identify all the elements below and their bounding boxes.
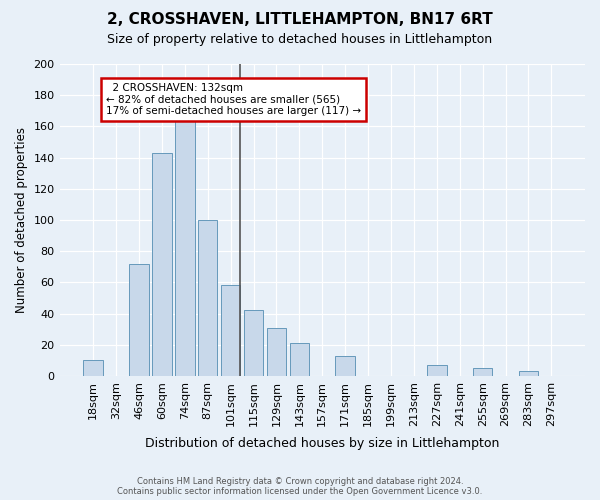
Text: Size of property relative to detached houses in Littlehampton: Size of property relative to detached ho… xyxy=(107,32,493,46)
Bar xyxy=(175,114,194,376)
Bar xyxy=(83,360,103,376)
Bar xyxy=(290,343,309,376)
Text: Contains HM Land Registry data © Crown copyright and database right 2024.: Contains HM Land Registry data © Crown c… xyxy=(137,477,463,486)
Bar xyxy=(198,220,217,376)
Bar xyxy=(244,310,263,376)
Text: 2, CROSSHAVEN, LITTLEHAMPTON, BN17 6RT: 2, CROSSHAVEN, LITTLEHAMPTON, BN17 6RT xyxy=(107,12,493,28)
Bar xyxy=(129,264,149,376)
Text: Contains public sector information licensed under the Open Government Licence v3: Contains public sector information licen… xyxy=(118,487,482,496)
Text: 2 CROSSHAVEN: 132sqm
← 82% of detached houses are smaller (565)
17% of semi-deta: 2 CROSSHAVEN: 132sqm ← 82% of detached h… xyxy=(106,82,361,116)
Bar xyxy=(267,328,286,376)
Bar xyxy=(221,286,241,376)
Bar xyxy=(152,153,172,376)
Bar xyxy=(473,368,493,376)
Bar xyxy=(519,371,538,376)
Bar xyxy=(335,356,355,376)
Y-axis label: Number of detached properties: Number of detached properties xyxy=(15,127,28,313)
Bar xyxy=(427,365,446,376)
X-axis label: Distribution of detached houses by size in Littlehampton: Distribution of detached houses by size … xyxy=(145,437,499,450)
